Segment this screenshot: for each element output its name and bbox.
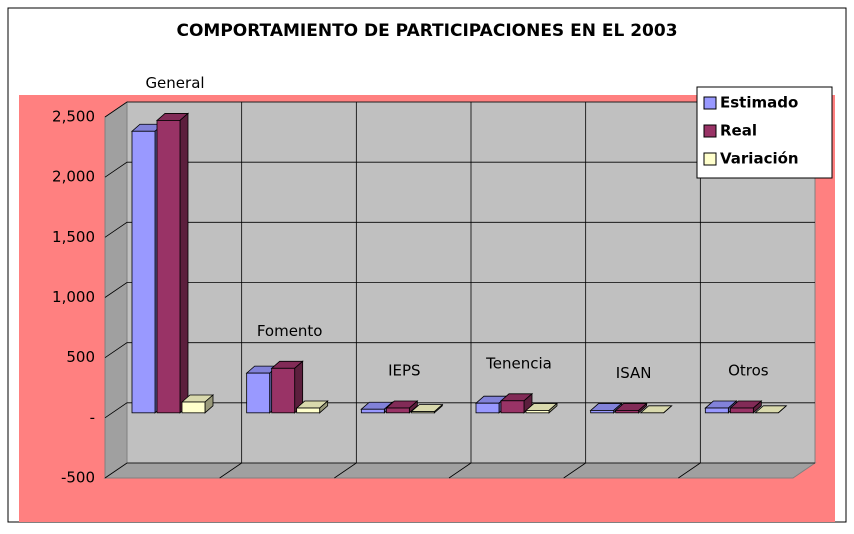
bar-front: [271, 367, 296, 414]
bar: [180, 394, 215, 414]
grid-line: [104, 101, 815, 118]
bar-front: [410, 411, 435, 414]
legend-swatch: [703, 96, 717, 110]
grid-line: [104, 342, 815, 358]
chart-title: COMPORTAMIENTO DE PARTICIPACIONES EN EL …: [176, 21, 677, 41]
y-tick-label: 1,500: [52, 228, 95, 246]
plot: -500-5001,0001,5002,0002,500GeneralFomen…: [52, 74, 817, 487]
bar-front: [360, 408, 385, 414]
bar-front: [181, 401, 206, 414]
bar-side: [179, 112, 189, 414]
y-tick-label: 2,500: [52, 108, 95, 126]
y-tick-label: -: [90, 408, 95, 426]
bar-front: [131, 130, 156, 414]
bar-front: [156, 120, 181, 414]
category-label: Tenencia: [485, 354, 552, 372]
category-label: Otros: [728, 362, 769, 380]
grid-line: [104, 402, 815, 419]
bar: [410, 403, 444, 414]
legend-label: Variación: [720, 150, 799, 168]
bar-front: [475, 402, 500, 414]
grid-line: [104, 462, 815, 479]
y-tick-label: -500: [61, 469, 95, 487]
bar: [295, 400, 329, 414]
bar-front: [296, 407, 321, 414]
legend-swatch: [703, 152, 717, 166]
y-tick-label: 1,000: [52, 288, 95, 306]
legend: Estimado Real Variación: [696, 86, 833, 179]
bar: [754, 405, 788, 414]
category-label: General: [145, 74, 204, 92]
y-tick-label: 2,000: [52, 168, 95, 186]
grid-line: [104, 161, 815, 178]
bar-side: [663, 405, 672, 414]
bar: [499, 392, 534, 414]
bar-front: [615, 410, 640, 414]
legend-label: Real: [720, 122, 757, 140]
bar-front: [385, 407, 410, 414]
legend-box: [696, 86, 833, 179]
grid-line: [104, 282, 815, 298]
grid-line: [104, 221, 815, 238]
legend-label: Estimado: [720, 94, 798, 112]
legend-swatch: [703, 124, 717, 138]
bar: [639, 405, 673, 414]
bar: [524, 402, 559, 414]
bar: [270, 360, 304, 414]
bar-front: [729, 407, 754, 414]
category-label: ISAN: [616, 364, 652, 382]
bar: [155, 112, 190, 414]
bar-front: [246, 372, 271, 414]
bar-front: [500, 400, 525, 414]
bar: [614, 402, 648, 414]
bar-front: [704, 407, 729, 414]
category-label: IEPS: [388, 362, 420, 380]
bar-front: [590, 410, 615, 414]
category-label: Fomento: [257, 322, 323, 340]
y-tick-label: 500: [66, 348, 95, 366]
bar: [729, 400, 763, 414]
bar-front: [525, 410, 550, 414]
bar-side: [778, 405, 787, 414]
bar: [385, 400, 419, 414]
